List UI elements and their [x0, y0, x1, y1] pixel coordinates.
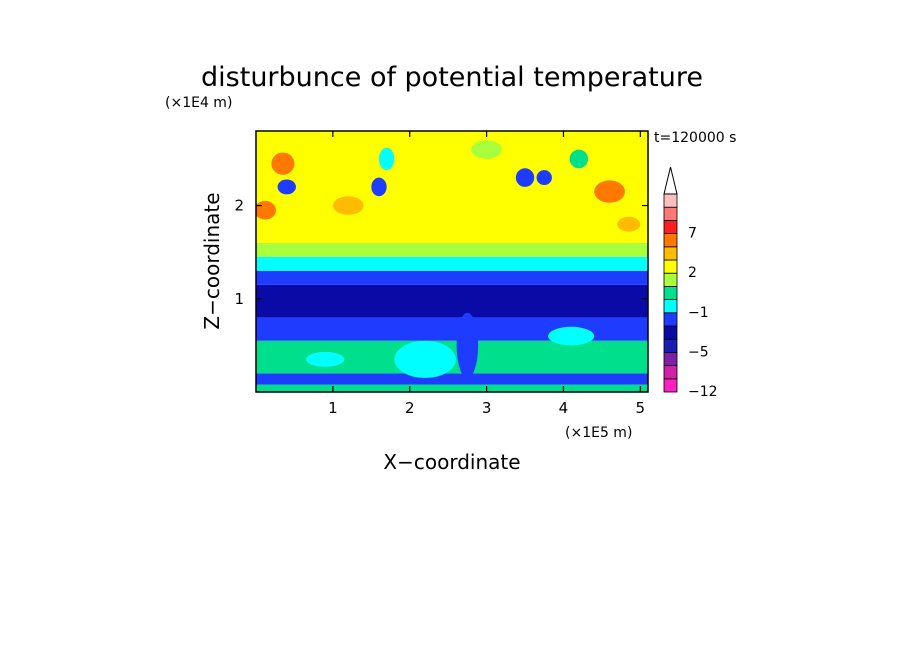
- colorbar-swatch: [663, 312, 678, 327]
- colorbar-label: 7: [688, 226, 697, 242]
- colorbar-label: −5: [688, 344, 709, 360]
- contour-feature: [332, 196, 364, 215]
- colorbar-swatch: [663, 285, 678, 300]
- colorbar-label: −12: [688, 384, 718, 400]
- contour-feature: [256, 200, 276, 220]
- colorbar-swatch: [663, 378, 678, 393]
- x-tick-label: 5: [636, 399, 646, 417]
- plot-frame: [255, 130, 649, 393]
- contour-feature: [277, 179, 296, 195]
- x-tick-label: 3: [482, 399, 492, 417]
- colorbar-swatch: [663, 193, 678, 208]
- contour-feature: [515, 168, 535, 187]
- contour-feature: [536, 170, 552, 186]
- colorbar-swatch: [663, 338, 678, 353]
- colorbar-swatch: [663, 365, 678, 380]
- contour-band: [256, 284, 648, 318]
- contour-band: [256, 242, 648, 257]
- colorbar-swatch: [663, 219, 678, 234]
- colorbar-swatch: [663, 246, 678, 261]
- contour-feature: [617, 216, 641, 232]
- y-tick-label: 2: [234, 197, 244, 215]
- contour-band: [256, 384, 648, 392]
- colorbar-label: −1: [688, 305, 709, 321]
- contour-feature: [371, 177, 387, 197]
- contour-feature: [305, 351, 345, 367]
- x-unit-label: (×1E5 m): [565, 425, 632, 441]
- colorbar-swatch: [663, 233, 678, 248]
- colorbar-label: 2: [688, 265, 697, 281]
- x-tick-label: 2: [405, 399, 415, 417]
- contour-feature: [271, 152, 295, 175]
- contour-feature: [456, 312, 479, 379]
- colorbar-swatch: [663, 259, 678, 274]
- contour-feature: [394, 340, 456, 379]
- y-axis: 12: [234, 197, 648, 308]
- x-axis: 1 2 3 4 5: [328, 131, 645, 417]
- contour-feature: [471, 140, 502, 159]
- contour-feature: [548, 326, 595, 346]
- contour-field: [256, 131, 648, 392]
- colorbar-swatch: [663, 325, 678, 340]
- x-tick-label: 4: [559, 399, 569, 417]
- contour-band: [256, 131, 648, 243]
- x-tick-label: 1: [328, 399, 338, 417]
- contour-feature: [378, 147, 395, 171]
- y-axis-title: Z−coordinate: [200, 192, 224, 329]
- colorbar: −12−5−127: [663, 166, 718, 400]
- time-label: t=120000 s: [654, 130, 736, 146]
- colorbar-swatch: [663, 299, 678, 314]
- contour-band: [256, 373, 648, 385]
- x-axis-title: X−coordinate: [383, 450, 520, 474]
- contour-band: [256, 256, 648, 271]
- colorbar-extend-arrow: [663, 166, 678, 195]
- contour-band: [256, 270, 648, 285]
- colorbar-swatch: [663, 272, 678, 287]
- colorbar-swatch: [663, 351, 678, 366]
- y-tick-label: 1: [234, 290, 244, 308]
- contour-feature: [594, 180, 625, 203]
- contour-feature: [569, 149, 589, 169]
- y-unit-label: (×1E4 m): [165, 95, 232, 111]
- colorbar-swatch: [663, 206, 678, 221]
- chart-title: disturbunce of potential temperature: [201, 62, 703, 93]
